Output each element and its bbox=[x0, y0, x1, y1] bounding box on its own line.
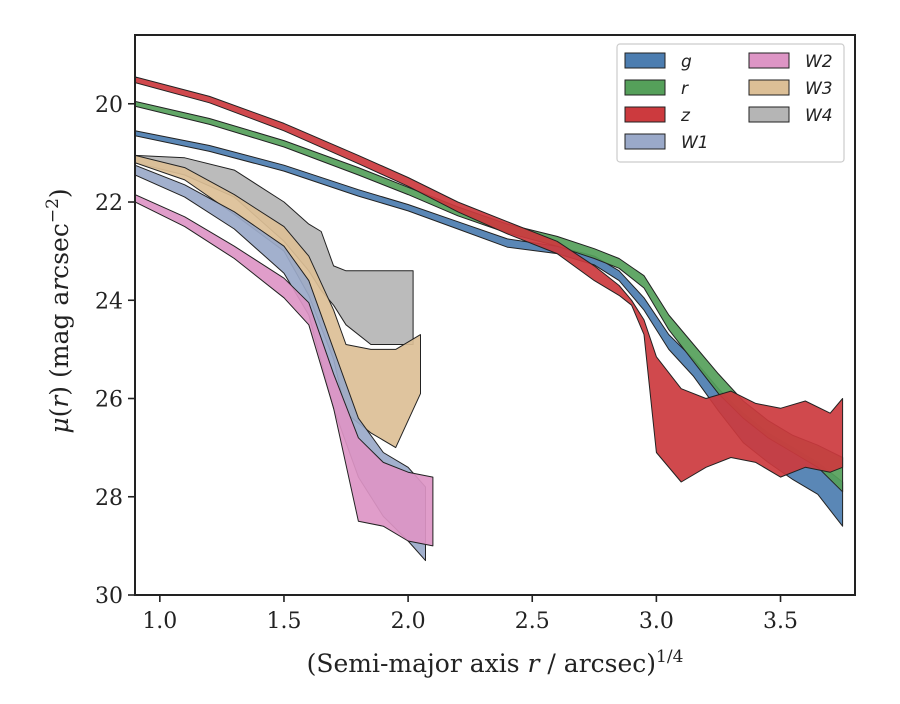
legend-item-z: z bbox=[624, 106, 691, 126]
legend-swatch bbox=[624, 133, 666, 150]
y-tick-label: 30 bbox=[95, 584, 123, 609]
bands-layer bbox=[135, 76, 844, 562]
legend-label: r bbox=[681, 79, 689, 99]
x-tick-label: 2.5 bbox=[515, 609, 550, 634]
legend-swatch bbox=[624, 79, 666, 96]
legend-label: z bbox=[680, 106, 691, 126]
x-tick-label: 2.0 bbox=[391, 609, 426, 634]
legend-item-w4: W4 bbox=[748, 106, 833, 126]
x-tick-label: 3.0 bbox=[639, 609, 674, 634]
legend-swatch bbox=[748, 79, 790, 96]
legend-label: W3 bbox=[805, 79, 833, 99]
y-tick-label: 26 bbox=[95, 388, 123, 413]
axes-layer: 1.0 1.5 2.0 2.5 3.0 3.5 20 22 24 26 28 30 (Semi-majo… bbox=[43, 34, 856, 678]
y-tick-label: 20 bbox=[95, 93, 123, 118]
band-g bbox=[135, 130, 844, 527]
legend-swatch bbox=[624, 52, 666, 69]
legend-label: W4 bbox=[805, 106, 833, 126]
legend-label: g bbox=[681, 52, 692, 72]
legend-item-w3: W3 bbox=[748, 79, 833, 99]
y-tick-label: 22 bbox=[95, 191, 123, 216]
y-tick-label: 24 bbox=[95, 289, 123, 314]
plot-frame bbox=[134, 34, 856, 596]
band-w2 bbox=[135, 194, 434, 547]
legend: grz W1 W2 W3 W4 bbox=[616, 43, 845, 163]
legend-label: W2 bbox=[805, 52, 833, 72]
legend-item-w1: W1 bbox=[624, 133, 709, 153]
legend-swatch bbox=[748, 106, 790, 123]
x-axis-label: (Semi-major axis r / arcsec)1/4 bbox=[307, 647, 684, 678]
x-tick-label: 1.5 bbox=[266, 609, 301, 634]
y-tick-label: 28 bbox=[95, 486, 123, 511]
legend-label: W1 bbox=[681, 133, 709, 153]
band-z bbox=[135, 76, 844, 483]
legend-box bbox=[616, 43, 845, 163]
legend-item-g: g bbox=[624, 52, 692, 72]
y-axis-label: μ(r) (mag arcsec−2) bbox=[43, 188, 74, 433]
x-tick-label: 1.0 bbox=[142, 609, 177, 634]
legend-swatch bbox=[748, 52, 790, 69]
legend-swatch bbox=[624, 106, 666, 123]
x-tick-label: 3.5 bbox=[763, 609, 798, 634]
legend-item-w2: W2 bbox=[748, 52, 833, 72]
legend-item-r: r bbox=[624, 79, 689, 99]
